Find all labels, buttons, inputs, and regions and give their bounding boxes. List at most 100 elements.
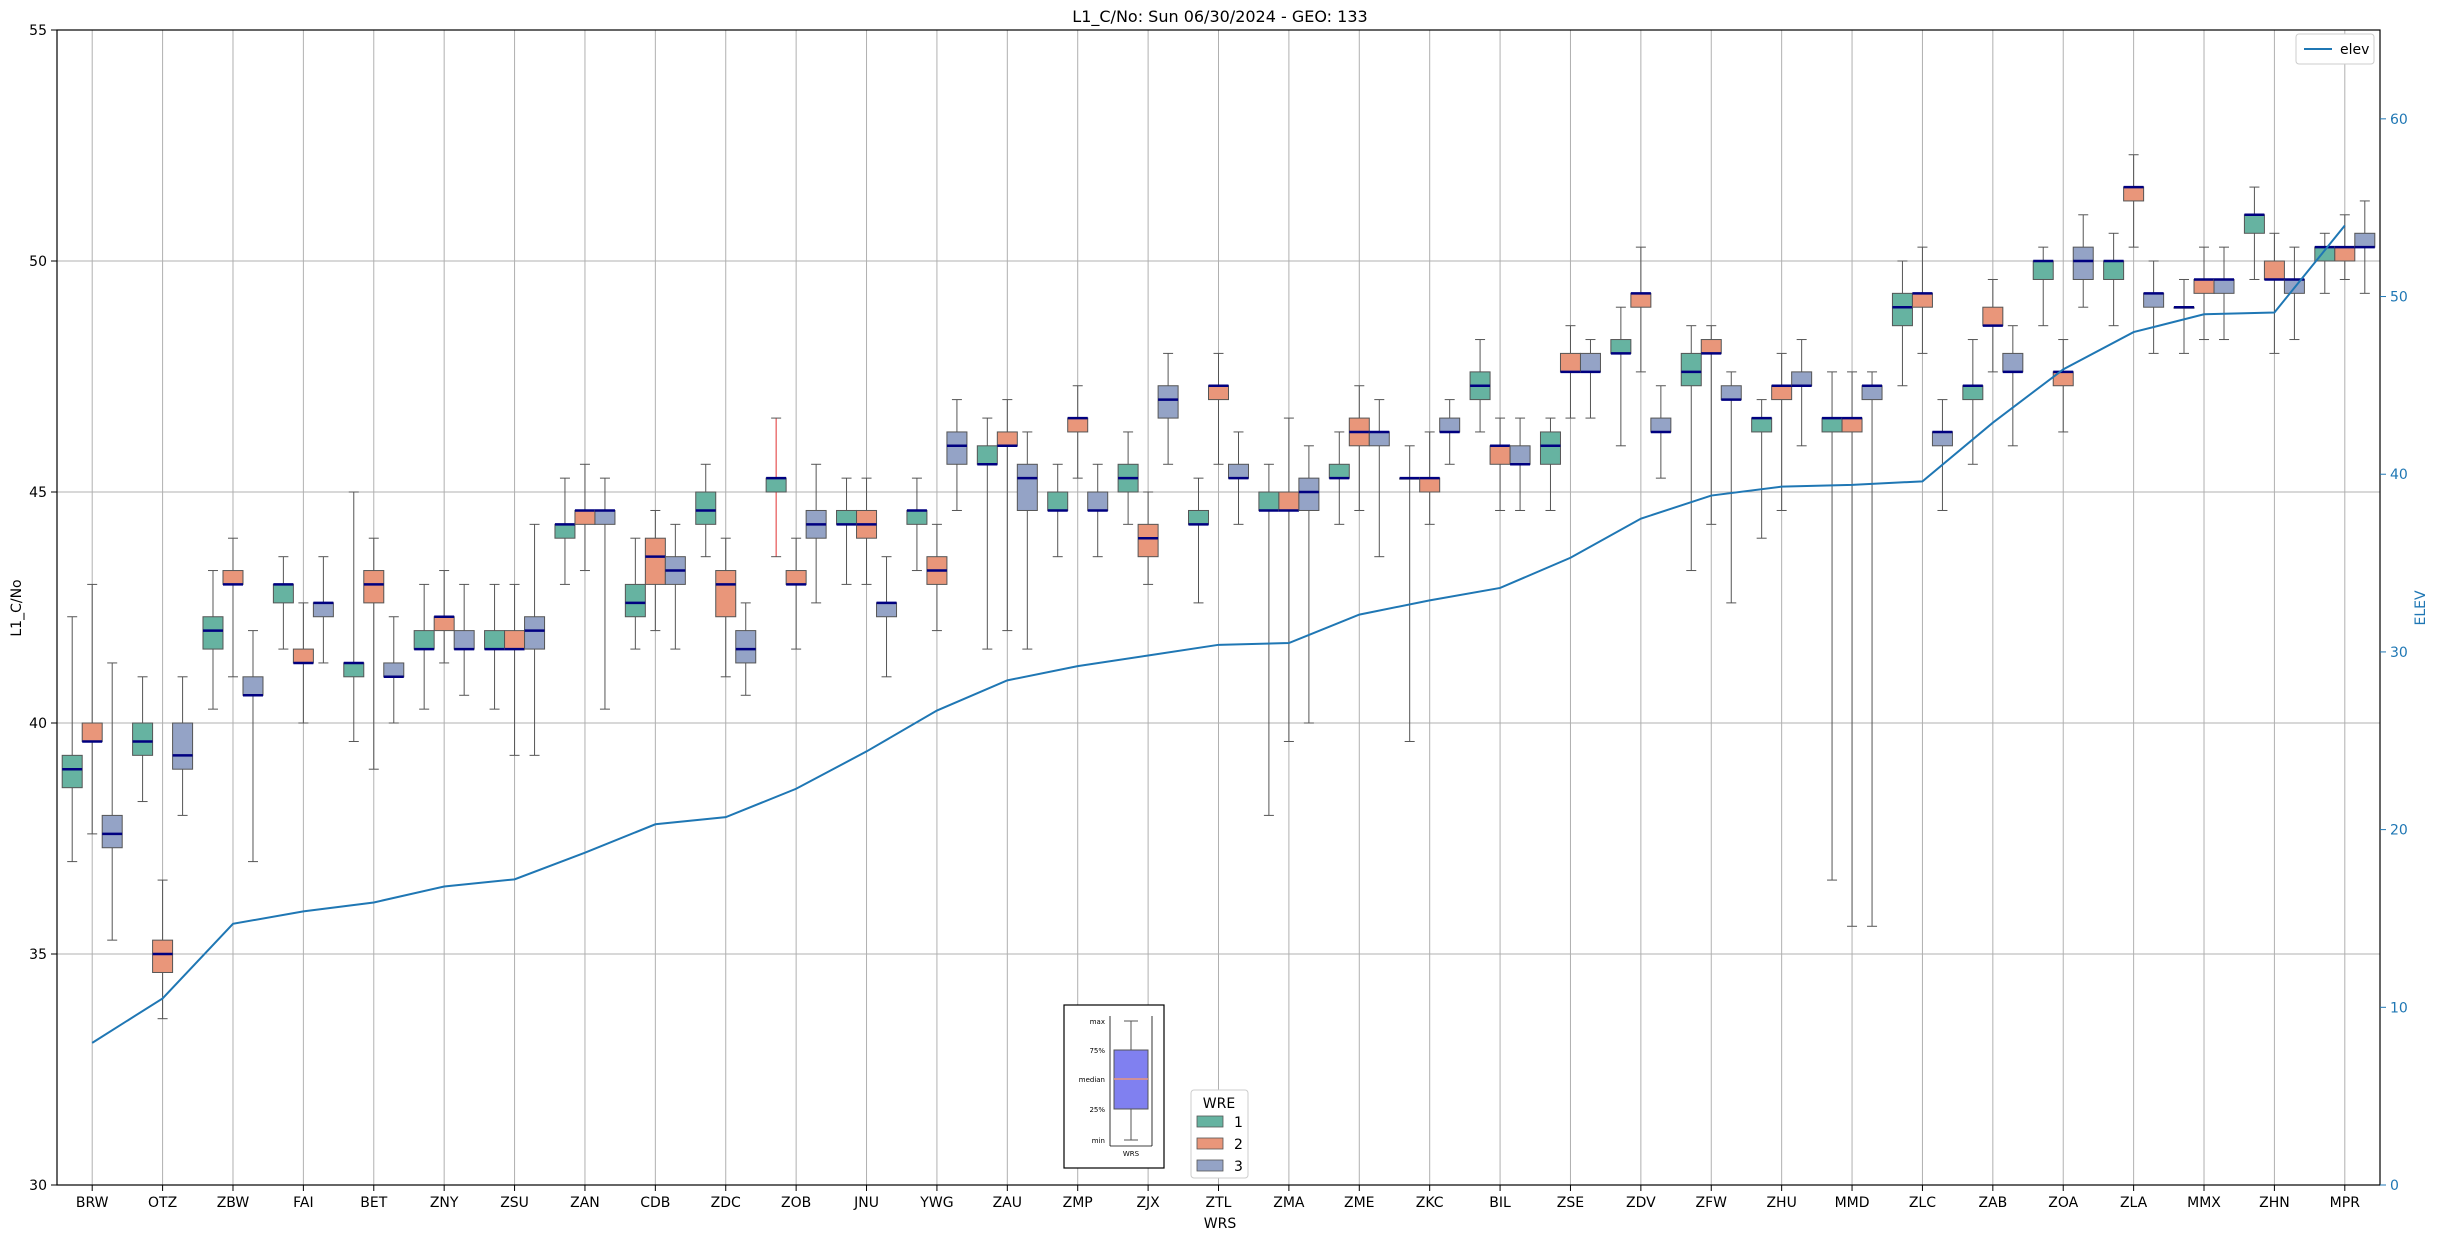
x-tick-label: ZLA — [2120, 1195, 2148, 1211]
box-iqr — [312, 602, 334, 618]
box-iqr — [2032, 260, 2054, 280]
box-FAI-wre-2 — [292, 602, 314, 724]
box-ZAU-wre-3 — [1016, 431, 1038, 650]
y2-tick-label: 60 — [2390, 112, 2408, 128]
box-ZDC-wre-1 — [695, 463, 717, 558]
x-tick-label: ZJX — [1136, 1195, 1160, 1211]
box-ZAB-wre-1 — [1962, 339, 1984, 465]
y2-tick-label: 40 — [2390, 467, 2408, 483]
inset-xlabel: WRS — [1123, 1150, 1140, 1158]
box-ZDC-wre-3 — [735, 602, 757, 696]
box-ZJX-wre-3 — [1157, 352, 1179, 465]
box-ZDC-wre-2 — [715, 537, 737, 678]
wre-legend: WRE 1 2 3 — [1190, 1089, 1249, 1179]
x-axis: BRW OTZ ZBW FAI BET ZNY ZSU ZAN CDB ZDC ZOB JNU YWG Z… — [76, 1185, 2360, 1211]
box-CDB-wre-3 — [664, 523, 686, 650]
box-ZKC-wre-3 — [1439, 399, 1461, 465]
x-tick-label: ZAB — [1978, 1195, 2007, 1211]
box-MMX-wre-3 — [2213, 246, 2235, 341]
box-ZAU-wre-1 — [976, 417, 998, 650]
box-BIL-wre-2 — [1489, 417, 1511, 511]
box-iqr — [2213, 278, 2235, 294]
box-JNU-wre-2 — [856, 477, 878, 585]
box-iqr — [906, 509, 928, 525]
box-ZHU-wre-3 — [1791, 339, 1813, 447]
box-MMX-wre-1 — [2173, 278, 2195, 354]
box-ZME-wre-2 — [1348, 385, 1370, 511]
box-FAI-wre-1 — [272, 556, 294, 650]
box-MMD-wre-3 — [1861, 371, 1883, 927]
box-ZDV-wre-1 — [1610, 306, 1632, 447]
y2-tick-label: 20 — [2390, 823, 2408, 839]
box-iqr — [1188, 509, 1209, 525]
box-iqr — [1841, 417, 1863, 433]
box-iqr — [1579, 352, 1601, 373]
box-iqr — [453, 630, 475, 650]
box-CDB-wre-2 — [644, 509, 666, 632]
y-axis-left: 30 35 40 45 50 55 — [29, 23, 57, 1194]
x-tick-label: FAI — [293, 1195, 313, 1211]
box-ZAN-wre-1 — [554, 477, 576, 585]
box-ZNY-wre-3 — [453, 583, 475, 696]
box-iqr — [1559, 352, 1581, 373]
box-ZKC-wre-2 — [1419, 431, 1441, 525]
box-iqr — [2143, 292, 2165, 308]
box-iqr — [1751, 417, 1773, 433]
box-iqr — [876, 602, 898, 618]
box-BET-wre-2 — [363, 537, 385, 770]
box-iqr — [976, 445, 998, 465]
box-ZLC-wre-1 — [1891, 260, 1913, 387]
box-iqr — [1489, 445, 1511, 465]
x-tick-label: MMX — [2187, 1195, 2221, 1211]
box-BRW-wre-2 — [81, 583, 103, 835]
box-ZBW-wre-1 — [202, 570, 224, 710]
y-tick-label: 50 — [29, 254, 47, 270]
box-ZSU-wre-3 — [524, 523, 546, 756]
box-iqr — [272, 583, 294, 604]
box-ZNY-wre-1 — [413, 583, 435, 710]
inset-label-q1: 25% — [1089, 1106, 1105, 1114]
x-tick-label: BET — [360, 1195, 387, 1211]
x-tick-label: ZFW — [1696, 1195, 1728, 1211]
box-iqr — [1509, 445, 1531, 465]
box-iqr — [1700, 339, 1722, 354]
box-ZOB-wre-3 — [805, 463, 827, 604]
box-iqr — [946, 431, 968, 465]
x-tick-label: ZAU — [993, 1195, 1022, 1211]
box-iqr — [1047, 491, 1069, 511]
box-ZLA-wre-3 — [2143, 260, 2165, 354]
box-iqr — [695, 491, 717, 525]
wre-legend-label-3: 3 — [1234, 1159, 1243, 1175]
box-iqr — [594, 509, 616, 525]
box-ZLC-wre-3 — [1931, 399, 1953, 511]
box-iqr — [363, 570, 385, 604]
y-axis-label: L1_C/No — [9, 579, 25, 636]
box-ZMA-wre-2 — [1278, 417, 1300, 742]
box-iqr — [715, 570, 737, 618]
box-BET-wre-1 — [343, 491, 365, 742]
box-BRW-wre-3 — [101, 662, 123, 941]
box-iqr — [383, 662, 405, 678]
y2-tick-label: 50 — [2390, 290, 2408, 306]
inset-label-min: min — [1092, 1137, 1105, 1145]
box-JNU-wre-1 — [836, 477, 858, 585]
box-ZOA-wre-3 — [2072, 214, 2094, 308]
x-tick-label: ZHU — [1766, 1195, 1796, 1211]
box-ZAU-wre-2 — [996, 399, 1018, 632]
box-ZKC-wre-1 — [1399, 445, 1421, 742]
box-iqr — [1821, 417, 1843, 433]
box-ZBW-wre-2 — [222, 537, 244, 678]
box-iqr — [504, 630, 526, 650]
elev-legend-label: elev — [2340, 42, 2369, 58]
x-tick-label: JNU — [853, 1195, 879, 1211]
box-iqr — [1157, 385, 1179, 419]
x-tick-label: BIL — [1489, 1195, 1511, 1211]
box-iqr — [624, 583, 646, 618]
y2-axis-label: ELEV — [2413, 590, 2429, 625]
box-iqr — [1630, 292, 1652, 308]
box-FAI-wre-3 — [312, 556, 334, 664]
wre-legend-title: WRE — [1203, 1096, 1235, 1112]
box-iqr — [1328, 463, 1350, 479]
x-tick-label: ZOA — [2048, 1195, 2078, 1211]
x-tick-label: ZNY — [430, 1195, 459, 1211]
